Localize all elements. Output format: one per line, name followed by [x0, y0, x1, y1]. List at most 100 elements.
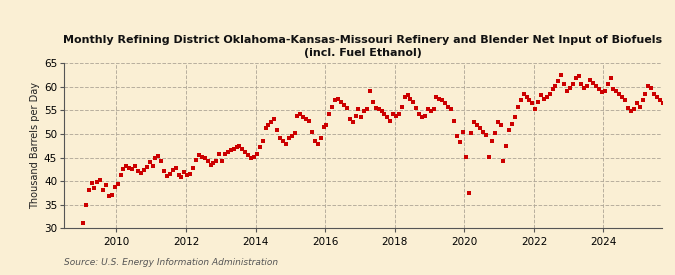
- Point: [582, 84, 593, 88]
- Point: [335, 100, 346, 104]
- Point: [257, 139, 268, 143]
- Point: [544, 92, 555, 96]
- Point: [524, 98, 535, 102]
- Point: [277, 139, 288, 143]
- Point: [147, 164, 158, 168]
- Point: [425, 109, 436, 114]
- Point: [472, 123, 483, 128]
- Point: [379, 112, 390, 116]
- Point: [478, 130, 489, 134]
- Point: [115, 173, 126, 178]
- Point: [272, 128, 283, 132]
- Point: [173, 173, 184, 178]
- Point: [185, 172, 196, 176]
- Point: [510, 115, 520, 120]
- Point: [167, 168, 178, 172]
- Point: [376, 109, 387, 114]
- Point: [568, 82, 578, 87]
- Point: [628, 107, 639, 112]
- Point: [284, 136, 294, 140]
- Point: [457, 130, 468, 134]
- Y-axis label: Thousand Barrels per Day: Thousand Barrels per Day: [30, 82, 40, 209]
- Point: [492, 120, 503, 124]
- Point: [469, 120, 480, 124]
- Point: [144, 160, 155, 164]
- Point: [263, 123, 274, 128]
- Point: [202, 159, 213, 164]
- Point: [396, 104, 407, 109]
- Point: [382, 115, 393, 120]
- Point: [356, 115, 367, 120]
- Point: [130, 164, 140, 168]
- Point: [597, 90, 608, 95]
- Point: [385, 119, 396, 123]
- Point: [483, 154, 494, 159]
- Point: [626, 109, 637, 114]
- Point: [657, 101, 668, 106]
- Point: [437, 98, 448, 102]
- Point: [98, 187, 109, 192]
- Point: [622, 106, 633, 110]
- Point: [637, 98, 648, 102]
- Point: [649, 92, 659, 96]
- Point: [194, 153, 205, 157]
- Point: [591, 84, 601, 88]
- Point: [423, 107, 433, 112]
- Point: [234, 144, 245, 148]
- Point: [136, 170, 146, 175]
- Point: [165, 172, 176, 176]
- Point: [608, 87, 619, 91]
- Point: [576, 82, 587, 87]
- Point: [466, 131, 477, 135]
- Point: [338, 103, 349, 107]
- Point: [161, 174, 172, 178]
- Point: [260, 126, 271, 131]
- Point: [269, 117, 279, 121]
- Point: [562, 88, 572, 93]
- Point: [527, 101, 538, 106]
- Point: [443, 104, 454, 109]
- Point: [446, 107, 456, 112]
- Point: [634, 104, 645, 109]
- Point: [570, 76, 581, 81]
- Point: [593, 87, 604, 91]
- Point: [402, 93, 413, 98]
- Point: [373, 107, 384, 112]
- Point: [327, 104, 338, 109]
- Point: [416, 115, 427, 120]
- Point: [225, 148, 236, 153]
- Point: [367, 100, 378, 104]
- Point: [660, 104, 671, 109]
- Point: [495, 123, 506, 128]
- Point: [109, 185, 120, 189]
- Point: [118, 167, 129, 171]
- Point: [487, 139, 497, 143]
- Point: [275, 136, 286, 140]
- Point: [512, 104, 523, 109]
- Point: [550, 84, 561, 88]
- Point: [539, 97, 549, 101]
- Point: [217, 159, 227, 164]
- Point: [176, 175, 187, 180]
- Point: [321, 123, 332, 128]
- Point: [92, 180, 103, 184]
- Point: [228, 147, 239, 151]
- Point: [489, 131, 500, 135]
- Point: [521, 95, 532, 99]
- Point: [240, 150, 250, 154]
- Point: [414, 112, 425, 116]
- Point: [290, 131, 300, 135]
- Point: [124, 166, 134, 170]
- Point: [498, 159, 509, 164]
- Point: [362, 107, 373, 112]
- Point: [359, 109, 370, 114]
- Point: [631, 101, 642, 106]
- Point: [132, 169, 143, 174]
- Point: [179, 170, 190, 174]
- Point: [306, 130, 317, 134]
- Point: [330, 98, 341, 102]
- Point: [214, 152, 225, 156]
- Point: [182, 173, 192, 178]
- Point: [205, 163, 216, 167]
- Point: [611, 88, 622, 93]
